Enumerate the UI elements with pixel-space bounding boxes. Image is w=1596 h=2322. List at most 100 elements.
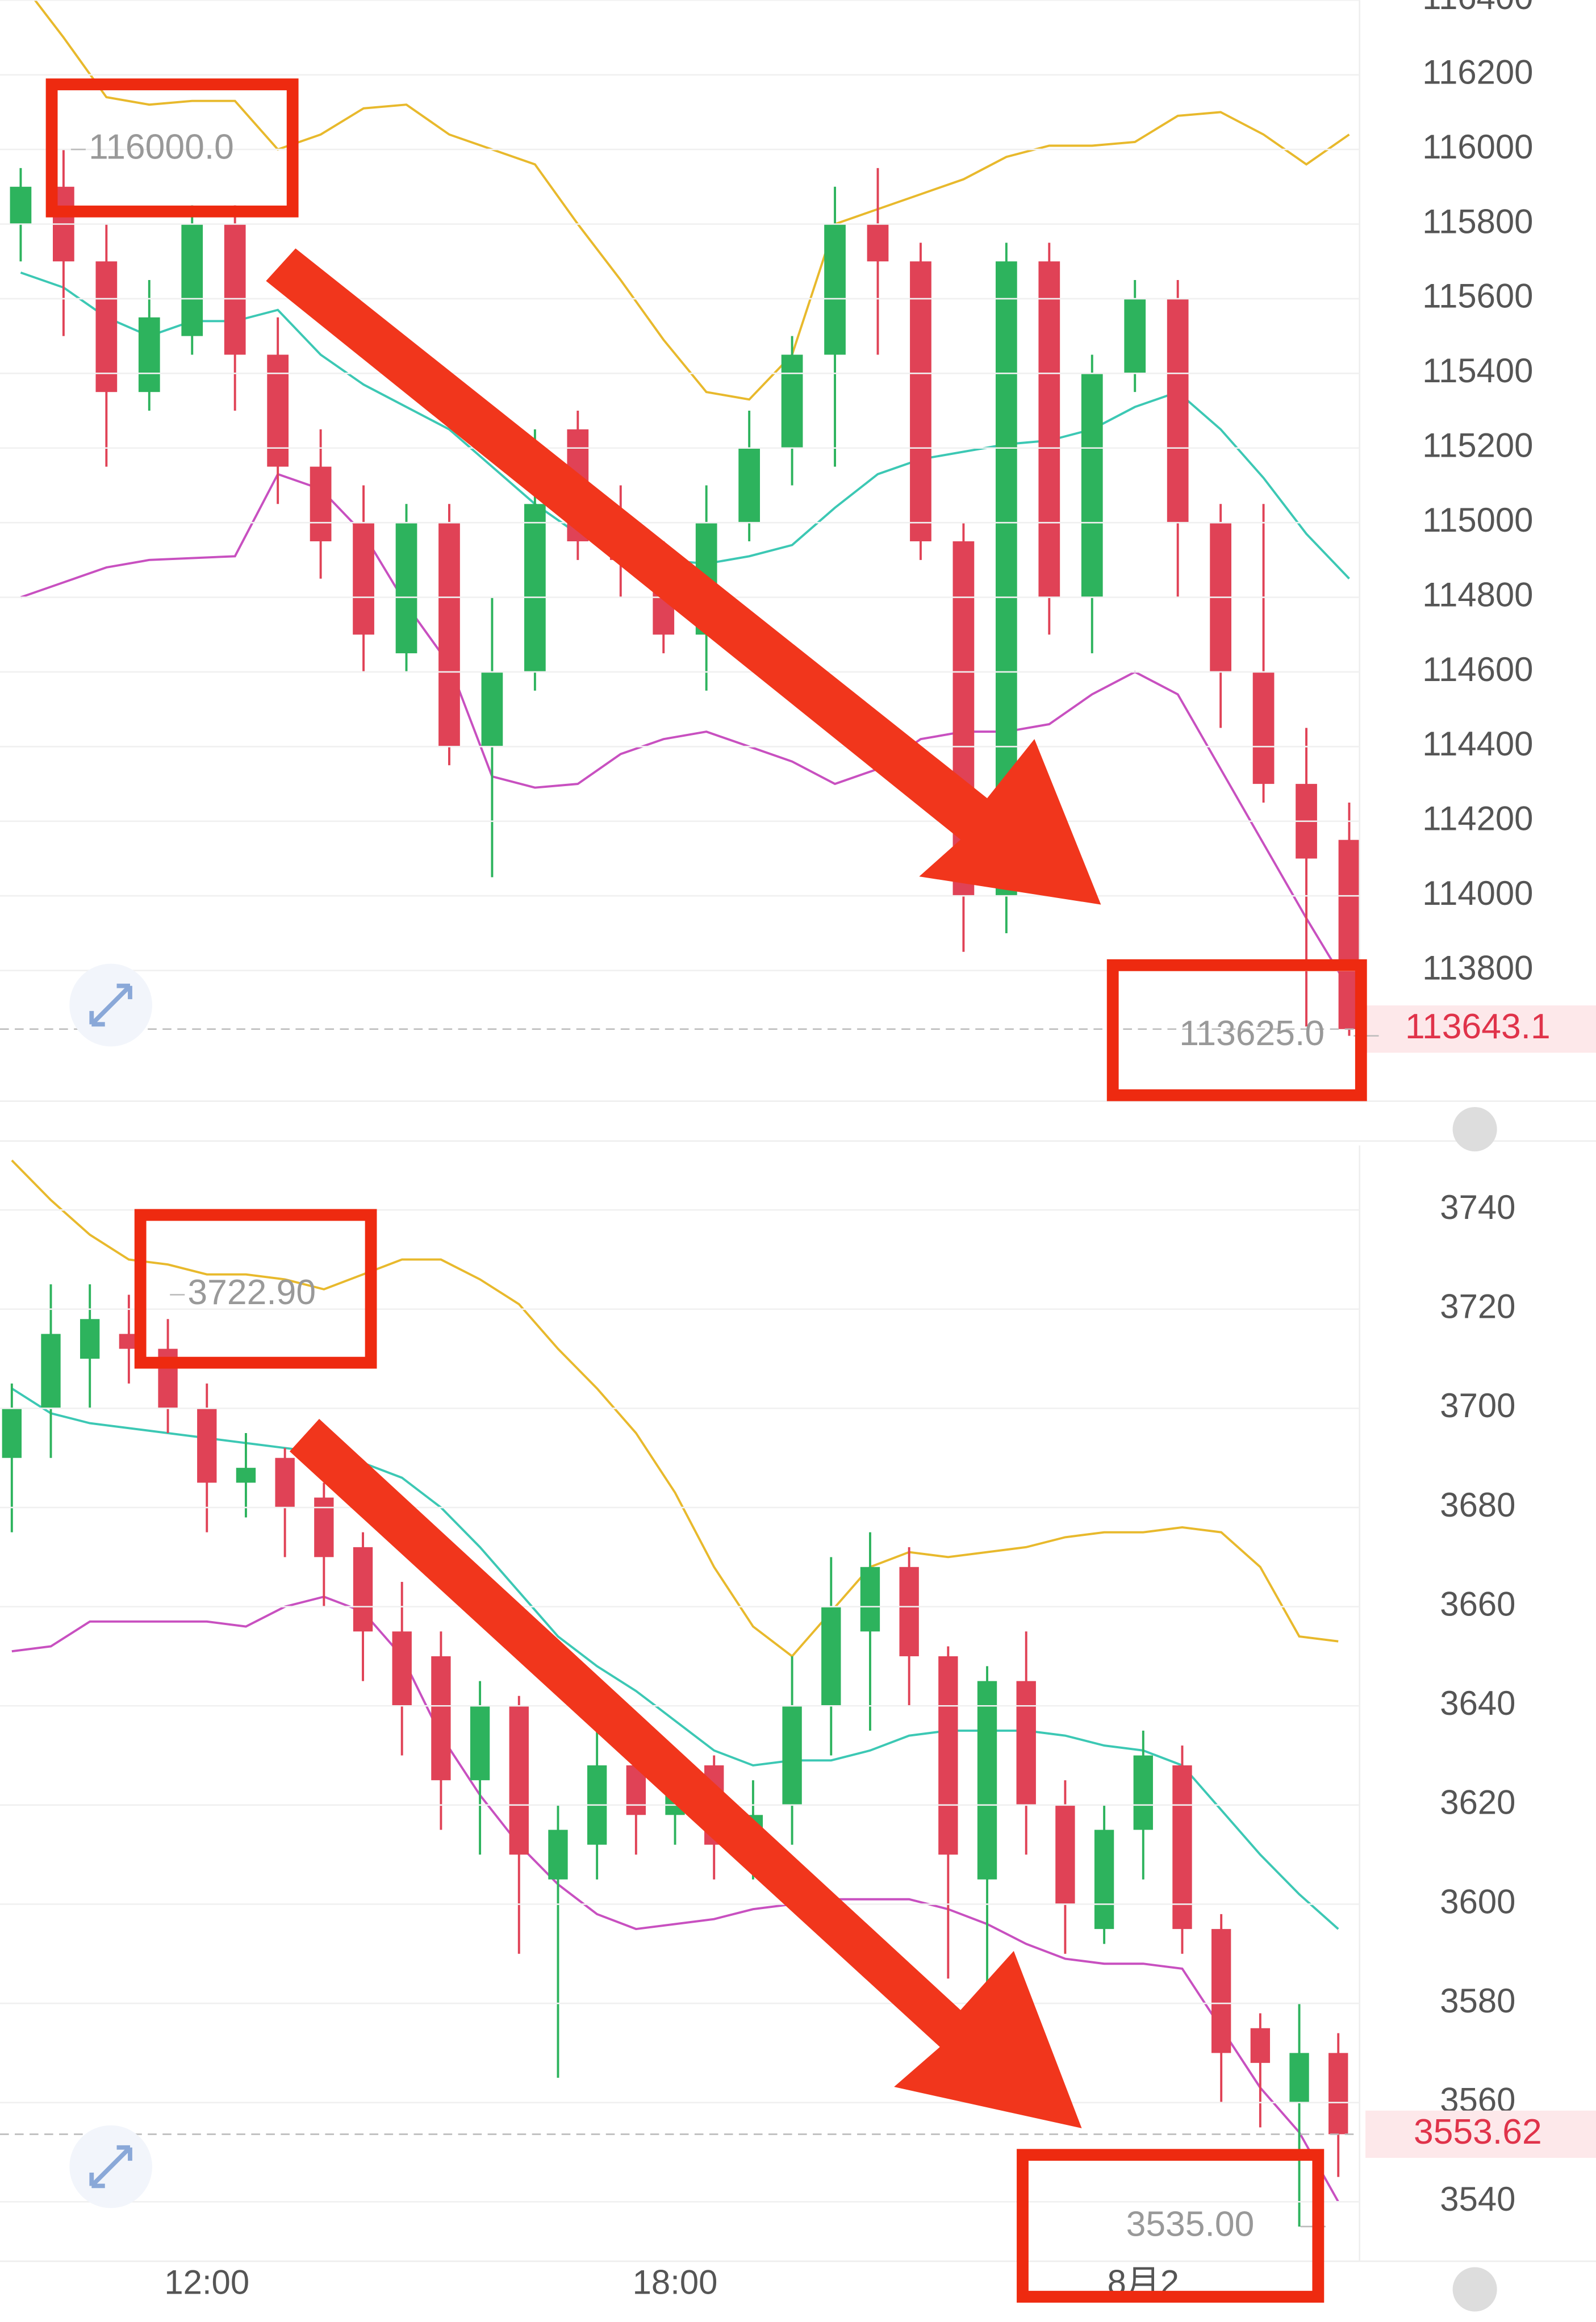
band-line bbox=[34, 0, 1350, 401]
y-tick-label: 3660 bbox=[1440, 1585, 1515, 1623]
y-tick-label: 114000 bbox=[1422, 874, 1533, 912]
candle-body bbox=[138, 317, 160, 392]
band-line bbox=[11, 1596, 1339, 2203]
plot bbox=[2, 1159, 1348, 2227]
candle-body bbox=[310, 466, 332, 542]
last-price-box bbox=[1365, 1005, 1596, 1053]
candle-body bbox=[224, 224, 246, 355]
x-tick-label: 12:00 bbox=[164, 2263, 249, 2302]
low-label: 3535.00 bbox=[1126, 2204, 1255, 2244]
candle-body bbox=[1172, 1765, 1192, 1930]
y-tick-label: 116400 bbox=[1422, 0, 1533, 16]
candle-body bbox=[267, 354, 289, 467]
candle-body bbox=[899, 1567, 919, 1656]
candle-body bbox=[867, 224, 889, 262]
candle-body bbox=[524, 504, 546, 672]
k-icon[interactable] bbox=[1452, 1107, 1497, 1152]
candle-body bbox=[1167, 298, 1189, 523]
y-tick-label: 3720 bbox=[1440, 1288, 1515, 1326]
arrow bbox=[289, 1419, 1082, 2128]
high-label: 3722.90 bbox=[187, 1272, 316, 1312]
y-tick-label: 3700 bbox=[1440, 1386, 1515, 1425]
candle-body bbox=[275, 1457, 295, 1508]
candle-body bbox=[481, 671, 503, 747]
candle-body bbox=[197, 1408, 217, 1483]
candle-body bbox=[1211, 1929, 1231, 2053]
y-tick-label: 3540 bbox=[1440, 2180, 1515, 2218]
candle-body bbox=[860, 1567, 880, 1632]
candle-body bbox=[821, 1606, 841, 1706]
y-tick-label: 116200 bbox=[1422, 53, 1533, 91]
overlay bbox=[0, 78, 1596, 2312]
candle-body bbox=[509, 1706, 529, 1855]
candle-body bbox=[392, 1631, 412, 1706]
last-price-box bbox=[1365, 2110, 1596, 2158]
y-tick-label: 114600 bbox=[1422, 650, 1533, 688]
highlight-box bbox=[1017, 2149, 1325, 2303]
candle-body bbox=[781, 354, 803, 448]
candle-body bbox=[236, 1468, 256, 1483]
candle-body bbox=[1250, 2028, 1271, 2063]
candle-body bbox=[1124, 298, 1146, 374]
band-line bbox=[11, 1159, 1339, 1658]
y-tick-label: 115600 bbox=[1422, 277, 1533, 315]
candle-body bbox=[1133, 1755, 1153, 1830]
candle-body bbox=[80, 1319, 100, 1359]
highlight-box bbox=[1106, 959, 1367, 1101]
expand-glyph bbox=[89, 983, 132, 1027]
y-tick-label: 3740 bbox=[1440, 1188, 1515, 1226]
candle-body bbox=[438, 523, 460, 747]
separator bbox=[0, 1105, 1596, 1141]
low-label: 113625.0 bbox=[1179, 1013, 1325, 1053]
candle-body bbox=[1252, 671, 1275, 784]
last-price-label: 3553.62 bbox=[1414, 2112, 1542, 2152]
candle-body bbox=[395, 523, 417, 654]
y-tick-label: 3640 bbox=[1440, 1684, 1515, 1722]
candle-body bbox=[2, 1408, 22, 1458]
k-icon[interactable] bbox=[1452, 2267, 1497, 2312]
candle-body bbox=[10, 186, 32, 224]
candle-body bbox=[782, 1706, 802, 1805]
band-line bbox=[20, 473, 1351, 990]
candle-body bbox=[353, 523, 374, 635]
y-tick-label: 115400 bbox=[1422, 352, 1533, 390]
y-tick-label: 115200 bbox=[1422, 427, 1533, 465]
y-tick-label: 116000 bbox=[1422, 128, 1533, 166]
candle-body bbox=[1328, 2053, 1348, 2135]
candle-body bbox=[977, 1681, 997, 1880]
candle-body bbox=[824, 224, 846, 355]
x-tick-label: 18:00 bbox=[633, 2263, 718, 2302]
candle-body bbox=[1289, 2053, 1309, 2103]
candle-body bbox=[1038, 261, 1060, 598]
highlight-box bbox=[134, 1209, 377, 1369]
candle-body bbox=[41, 1334, 61, 1409]
candle-body bbox=[95, 261, 118, 392]
highlight-box bbox=[45, 78, 299, 218]
candle-body bbox=[1094, 1830, 1114, 1930]
candle-body bbox=[470, 1706, 490, 1781]
y-tick-label: 115000 bbox=[1422, 501, 1533, 539]
candle-body bbox=[910, 261, 931, 542]
candle-body bbox=[181, 224, 203, 336]
high-label: 116000.0 bbox=[89, 127, 234, 167]
y-tick-label: 3680 bbox=[1440, 1486, 1515, 1524]
y-tick-label: 3600 bbox=[1440, 1882, 1515, 1920]
candle-body bbox=[938, 1656, 958, 1855]
y-tick-label: 114400 bbox=[1422, 725, 1533, 763]
candle-body bbox=[353, 1547, 373, 1632]
candle-body bbox=[1016, 1681, 1036, 1805]
candle-body bbox=[1055, 1805, 1075, 1905]
last-price-label: 113643.1 bbox=[1405, 1007, 1551, 1046]
candle-body bbox=[738, 448, 761, 523]
y-tick-label: 115800 bbox=[1422, 202, 1533, 240]
candle-body bbox=[548, 1830, 568, 1880]
candle-body bbox=[1081, 373, 1103, 598]
expand-glyph bbox=[89, 2145, 132, 2189]
arrow bbox=[266, 248, 1101, 905]
candle-body bbox=[314, 1497, 334, 1557]
band-line bbox=[11, 1387, 1339, 1930]
y-tick-label: 114800 bbox=[1422, 575, 1533, 613]
